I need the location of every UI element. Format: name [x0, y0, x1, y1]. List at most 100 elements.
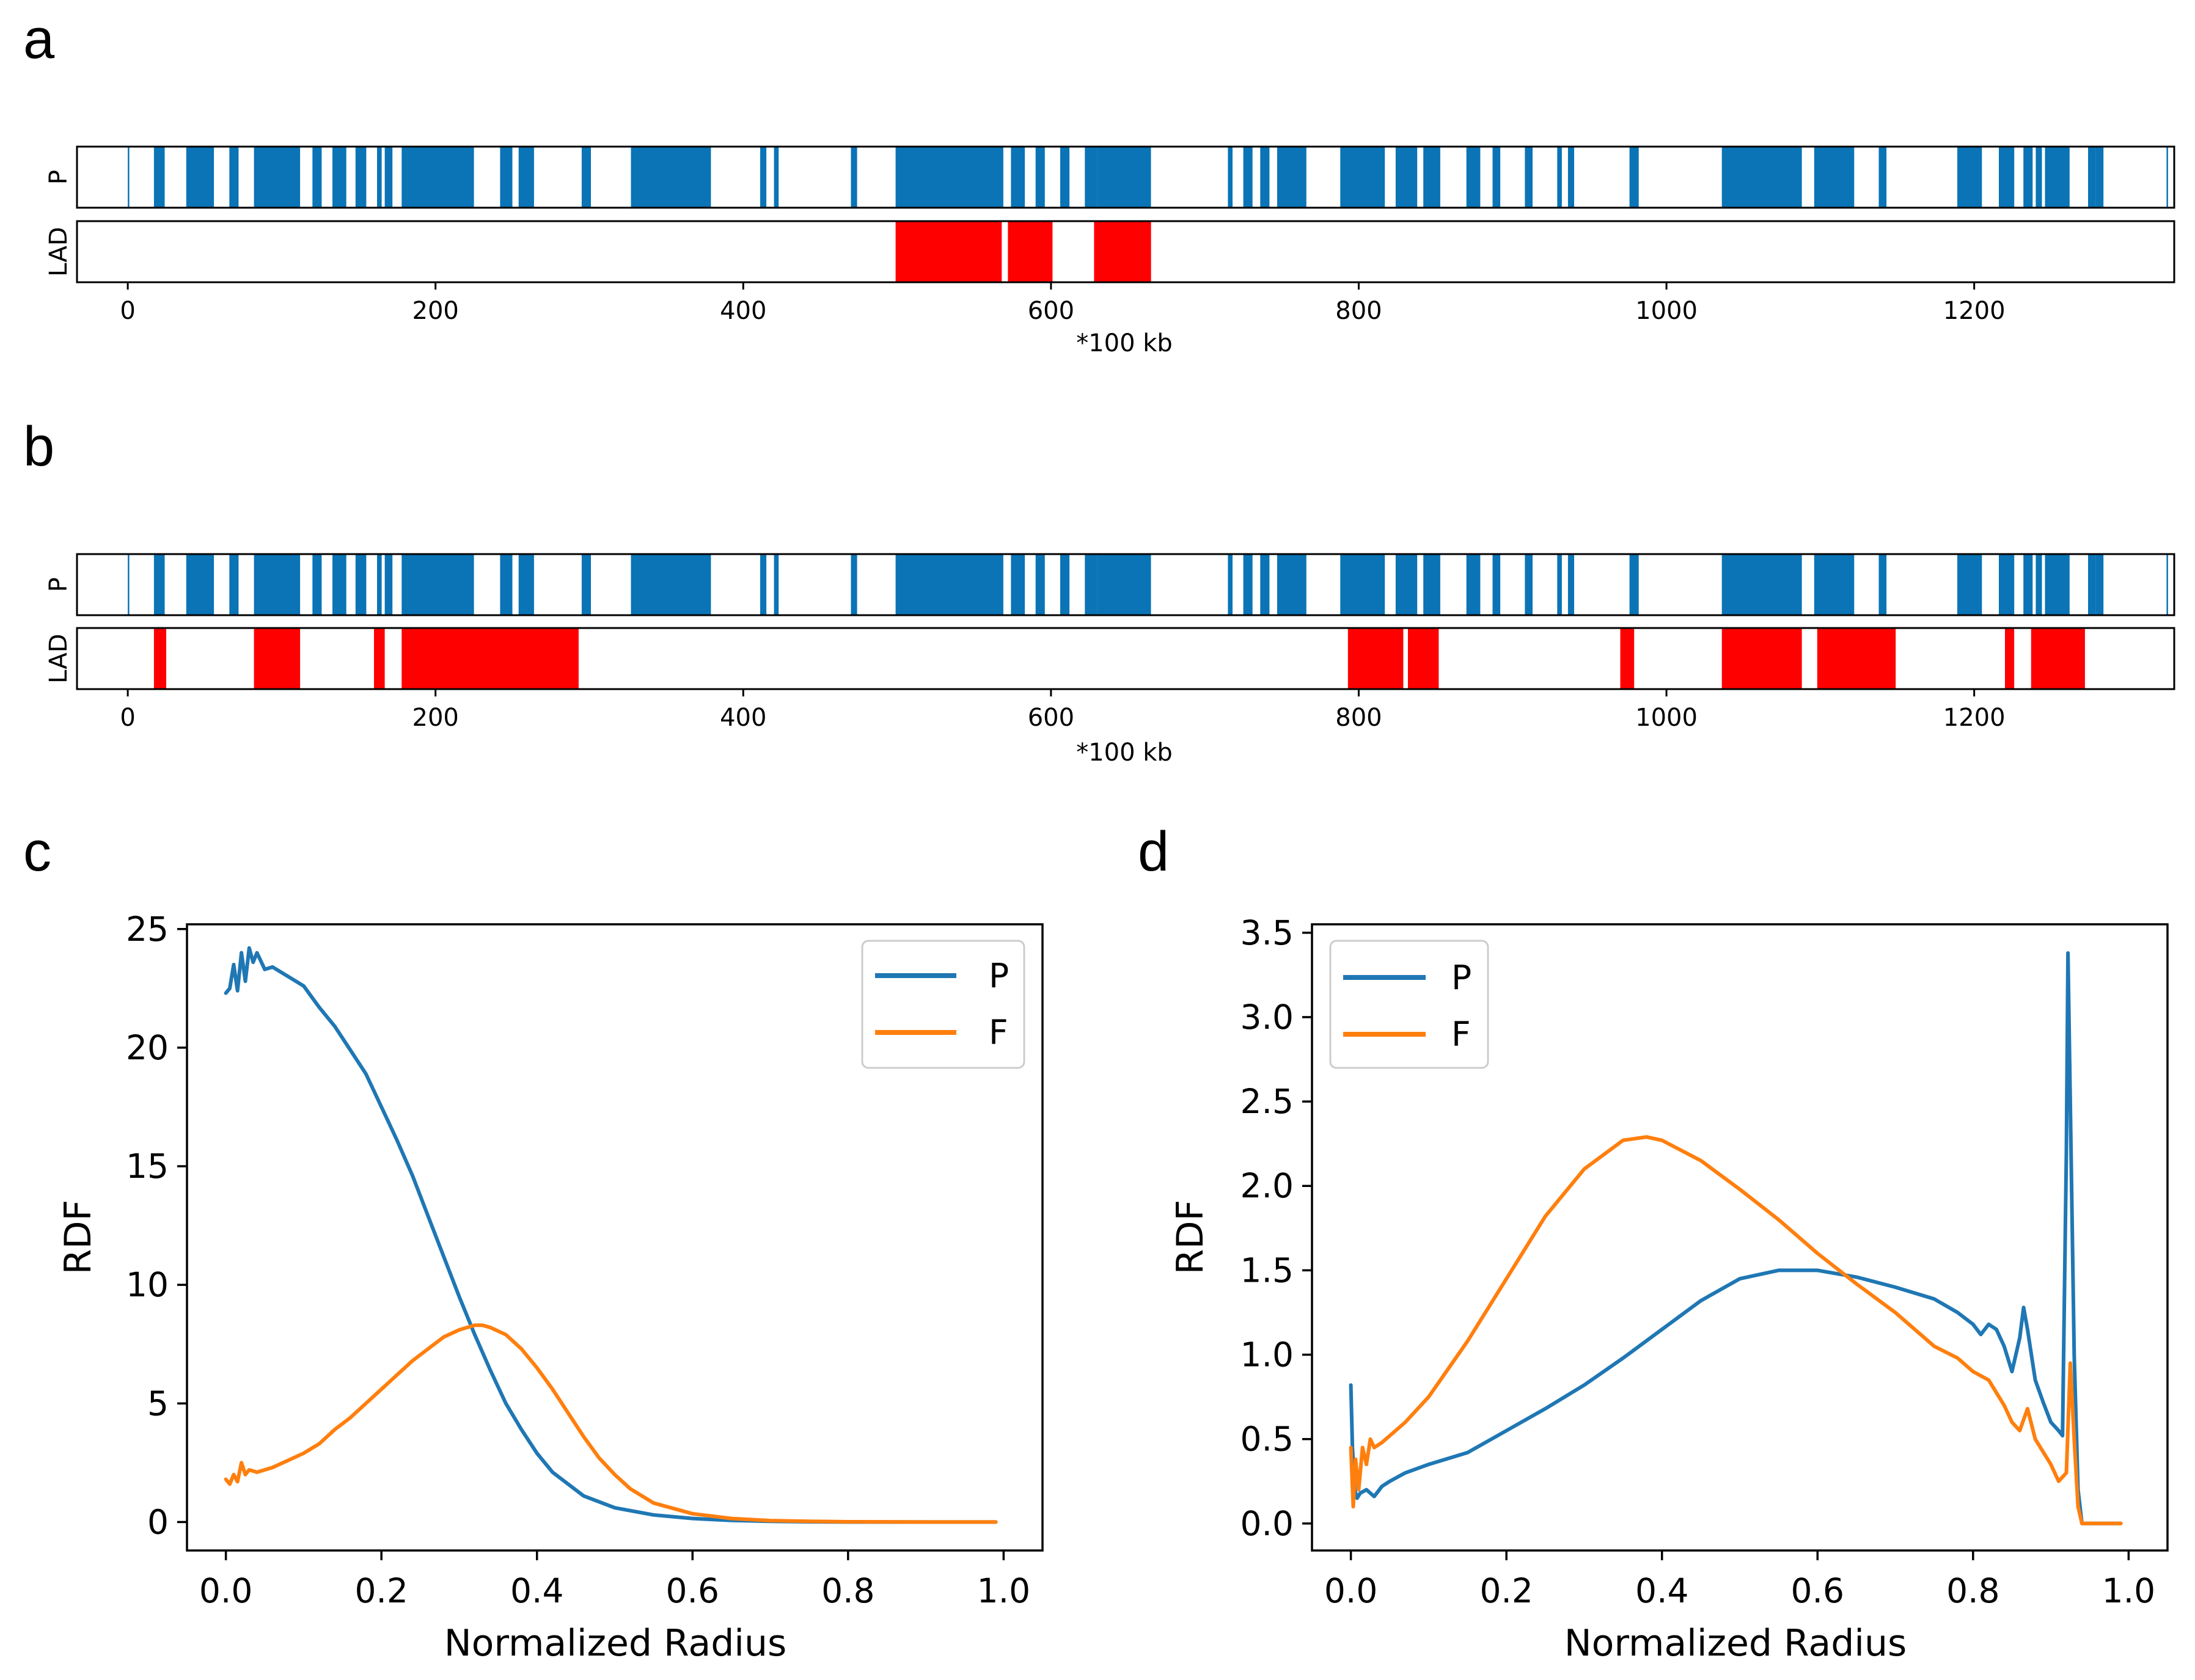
panel-b-p-interval [1060, 554, 1070, 615]
panel-c-y-tick-label: 10 [126, 1265, 169, 1304]
panel-b-p-interval [2095, 554, 2104, 615]
panel-b-p-interval [1260, 554, 1270, 615]
panel-d-series-f-line [1349, 1135, 2123, 1525]
panel-c-x-tick-label: 0.2 [354, 1571, 408, 1610]
panel-a-p-interval [1957, 147, 1982, 208]
panel-a-p-interval [581, 147, 591, 208]
panel-a-x-tick-label: 1200 [1943, 297, 2006, 325]
panel-c-letter: c [23, 820, 51, 883]
panel-b-x-tick-label: 600 [1028, 704, 1074, 732]
panel-a-p-interval [1567, 147, 1574, 208]
panel-a-p-interval [186, 147, 214, 208]
panel-d-y-axis-label: RDF [1169, 1200, 1212, 1274]
panel-a-p-interval [518, 147, 534, 208]
panel-a-p-interval [1557, 147, 1562, 208]
panel-b-p-interval [851, 554, 857, 615]
panel-b-lad-track-label: LAD [45, 634, 73, 683]
panel-a-p-interval [1629, 147, 1639, 208]
panel-a-p-interval [229, 147, 239, 208]
panel-d-series-p-line [1349, 951, 2123, 1525]
panel-b-x-tick-label: 1200 [1943, 704, 2006, 732]
panel-b-p-interval [1340, 554, 1365, 615]
panel-d-legend: P F [1329, 940, 1489, 1069]
panel-a-x-tick-label: 600 [1028, 297, 1074, 325]
panel-a-p-interval [1060, 147, 1070, 208]
panel-b-p-interval [1085, 554, 1098, 615]
panel-d-rdf-chart: d 0.00.51.01.52.02.53.03.5 0.0 0.2 0.4 0.6 0… [1138, 820, 2169, 1665]
panel-a-p-interval [760, 147, 767, 208]
panel-a-x-tick-label: 1000 [1635, 297, 1698, 325]
panel-a-p-interval [895, 147, 1003, 208]
panel-a-p-interval [1277, 147, 1306, 208]
panel-b-lad-interval [374, 628, 385, 689]
panel-d-legend-label-p: P [1451, 958, 1471, 997]
panel-b-p-interval [1277, 554, 1306, 615]
panel-c-rdf-chart: c 0 5 10 15 20 25 0.0 0.2 0.4 0.6 0.8 1.0 Normaliz… [23, 820, 1044, 1665]
panel-b-p-interval [518, 554, 534, 615]
panel-c-y-tick-label: 15 [126, 1147, 169, 1186]
panel-c-y-axis-label: RDF [57, 1200, 100, 1274]
panel-d-x-tick-label: 0.6 [1791, 1571, 1844, 1610]
panel-a-p-interval [1525, 147, 1533, 208]
panel-a-p-interval [384, 147, 393, 208]
panel-b-p-interval [1097, 554, 1151, 615]
panel-d-x-tick-label: 0.4 [1635, 1571, 1688, 1610]
panel-c-x-tick-label: 0.0 [199, 1571, 252, 1610]
panel-b-lad-interval [153, 628, 166, 689]
panel-a-p-interval [1492, 147, 1501, 208]
panel-a-p-interval [1260, 147, 1270, 208]
panel-a-p-interval [2095, 147, 2104, 208]
panel-a-p-interval [1721, 147, 1802, 208]
panel-b-lad-track-intervals [153, 628, 2085, 689]
panel-a-p-track-label: P [45, 170, 73, 184]
panel-b-p-interval [384, 554, 393, 615]
panel-b-p-interval [186, 554, 214, 615]
panel-d-y-tick-label: 3.0 [1240, 998, 1294, 1037]
panel-a-x-tick-label: 800 [1335, 297, 1382, 325]
panel-a-p-interval [1035, 147, 1045, 208]
panel-c-y-axis-ticks: 0 5 10 15 20 25 [126, 910, 187, 1541]
panel-b-p-interval [1629, 554, 1639, 615]
panel-b-x-axis-label: *100 kb [1076, 739, 1173, 767]
panel-b-p-interval [1228, 554, 1233, 615]
panel-a-p-interval [1243, 147, 1253, 208]
panel-b-letter: b [23, 415, 54, 478]
panel-b-genome-tracks: b P LAD 0 200 400 600 800 1000 1200 *100 kb [23, 415, 2175, 767]
panel-b-lad-interval [1408, 628, 1439, 689]
panel-b-p-interval [2166, 554, 2168, 615]
panel-c-x-tick-label: 0.6 [666, 1571, 719, 1610]
panel-a-p-interval [1228, 147, 1233, 208]
panel-c-series-f-line [224, 1323, 998, 1524]
panel-b-p-interval [1999, 554, 2015, 615]
panel-d-x-axis-ticks: 0.0 0.2 0.4 0.6 0.8 1.0 [1324, 1550, 2155, 1610]
panel-c-series-lines [224, 946, 998, 1524]
panel-d-letter: d [1138, 820, 1169, 883]
panel-d-x-tick-label: 0.8 [1946, 1571, 1999, 1610]
panel-b-lad-track-frame [76, 627, 2175, 690]
panel-a-p-interval [1999, 147, 2015, 208]
panel-b-p-interval [1557, 554, 1562, 615]
panel-b-p-interval [631, 554, 711, 615]
panel-c-legend-box [861, 940, 1025, 1069]
panel-b-p-interval [355, 554, 367, 615]
panel-a-p-interval [500, 147, 513, 208]
panel-a-p-interval [2036, 147, 2042, 208]
panel-a-x-tick-label: 0 [120, 297, 135, 325]
panel-c-legend-label-f: F [989, 1013, 1008, 1052]
panel-a-p-interval [1340, 147, 1365, 208]
panel-d-y-tick-label: 0.5 [1240, 1420, 1294, 1459]
panel-b-lad-interval [1620, 628, 1635, 689]
panel-b-p-interval [153, 554, 165, 615]
panel-a-lad-track-frame [76, 220, 2175, 283]
panel-a-lad-track-label: LAD [45, 227, 73, 276]
panel-d-plot-frame [1311, 923, 2169, 1552]
panel-a-p-interval [2088, 147, 2096, 208]
panel-a-p-interval [851, 147, 857, 208]
panel-d-series-lines [1349, 951, 2123, 1525]
panel-a-p-interval [1814, 147, 1855, 208]
panel-a-lad-track-intervals [895, 221, 1151, 282]
panel-a-p-track-intervals [128, 147, 2168, 208]
panel-a-p-interval [1466, 147, 1481, 208]
panel-b-p-interval [312, 554, 322, 615]
